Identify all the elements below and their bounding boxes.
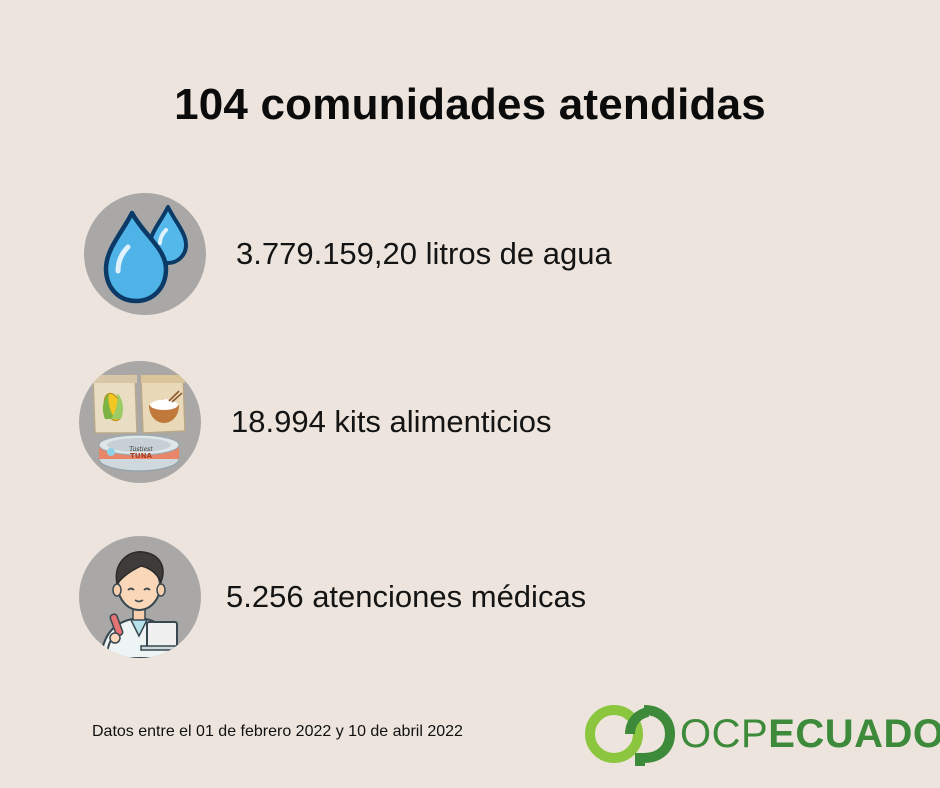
stat-food-text: 18.994 kits alimenticios: [231, 404, 552, 439]
logo-text-ocp: OCP: [680, 712, 769, 756]
ocp-ecuador-logo: OCPECUADOR: [584, 700, 940, 768]
stat-medical-text: 5.256 atenciones médicas: [226, 579, 587, 614]
water-drops-icon: [84, 193, 206, 315]
doctor-icon: [79, 536, 201, 658]
stat-water-text: 3.779.159,20 litros de agua: [236, 236, 612, 271]
ocp-logo-mark-icon: [585, 705, 676, 766]
page-title: 104 comunidades atendidas: [174, 80, 766, 129]
food-kit-icon: Tastiest TUNA: [79, 361, 201, 483]
can-label-top: Tastiest: [129, 446, 153, 453]
logo-text-ecuador: ECUADOR: [768, 712, 940, 756]
date-range-footnote: Datos entre el 01 de febrero 2022 y 10 d…: [92, 723, 463, 740]
can-label-bottom: TUNA: [130, 452, 152, 460]
logo-wordmark: OCPECUADOR: [680, 710, 940, 758]
